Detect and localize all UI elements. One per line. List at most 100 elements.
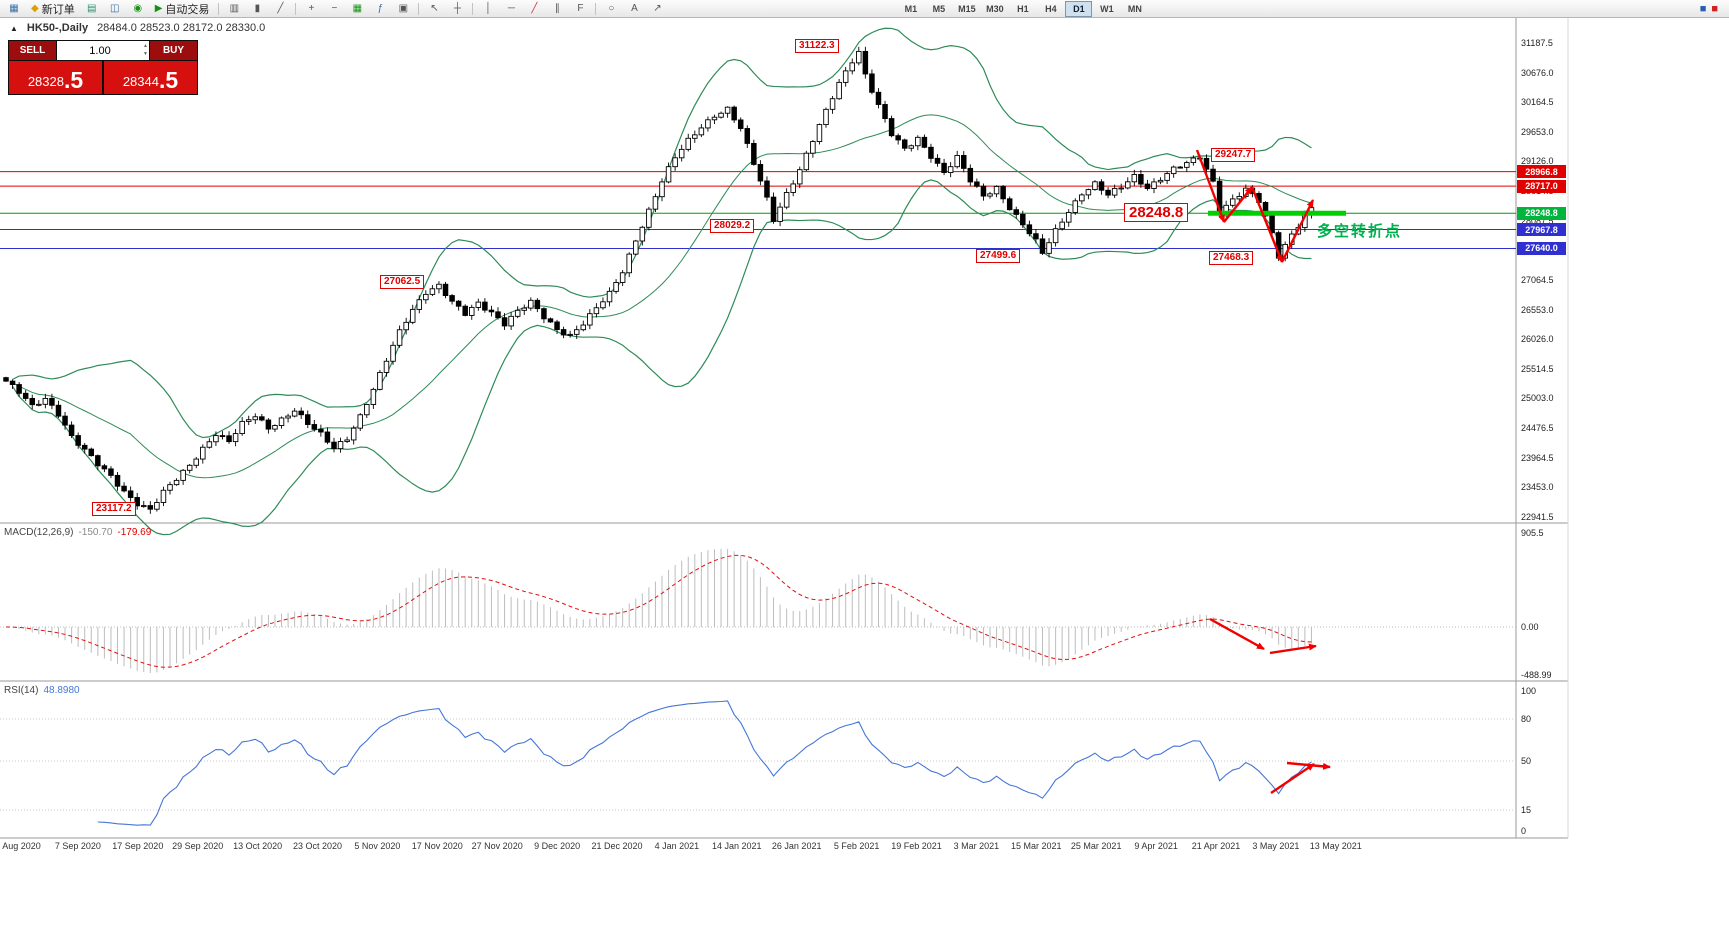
trend-arrow[interactable] — [1270, 763, 1315, 794]
rsi-line — [97, 700, 1312, 826]
crosshair-glyph-icon: ┼ — [453, 2, 461, 14]
cursor-icon[interactable]: ↖ — [423, 1, 445, 16]
template-glyph-icon: ▣ — [398, 2, 409, 14]
profiles-icon[interactable]: ▤ — [81, 1, 103, 16]
tile-charts-icon[interactable]: ▦ — [346, 1, 368, 16]
toolbar-right-blue-icon[interactable]: ■ — [1699, 2, 1707, 15]
new-order-button[interactable]: ◆ 新订单 — [26, 1, 80, 16]
bollinger-middle-band — [12, 114, 1312, 479]
chart-region[interactable]: 31187.5 30676.0 30164.5 29653.0 29126.0 28614… — [0, 18, 1729, 941]
bollinger-upper-band — [12, 27, 1312, 439]
chart-window-icon[interactable]: ▦ — [3, 1, 25, 16]
candlestick-chart-icon[interactable]: ▮ — [246, 1, 268, 16]
volume-increase-icon[interactable]: ▲ — [143, 43, 148, 49]
zoom-in-icon[interactable]: + — [300, 1, 322, 16]
macd-signal-value: -179.69 — [117, 527, 152, 538]
channel-icon[interactable]: ∥ — [546, 1, 568, 16]
macd-name: MACD(12,26,9) — [4, 527, 74, 538]
buy-button[interactable]: BUY — [150, 41, 197, 60]
window-glyph-icon: ▦ — [9, 2, 19, 14]
timeframe-D1-button[interactable]: D1 — [1065, 0, 1093, 17]
sound-icon[interactable]: ◉ — [127, 1, 149, 16]
fibo-glyph-icon: F — [577, 2, 584, 14]
bar-chart-glyph-icon: ▥ — [229, 2, 240, 14]
trend-arrow[interactable] — [1209, 617, 1265, 651]
sell-price-frac: .5 — [63, 67, 84, 93]
trend-arrow[interactable] — [1286, 761, 1331, 770]
toolbar-right-icons: ■ ■ — [1700, 3, 1726, 15]
auto-trading-label: 自动交易 — [165, 3, 210, 16]
volume-input[interactable] — [57, 43, 149, 58]
channel-glyph-icon: ∥ — [554, 2, 560, 14]
grid-glyph-icon: ▦ — [352, 2, 363, 14]
ohlc-values-label: 28484.0 28523.0 28172.0 28330.0 — [97, 22, 266, 34]
rsi-value: 48.8980 — [43, 685, 80, 696]
bull-bear-turning-point-annotation[interactable]: 多空转折点 — [1317, 223, 1403, 240]
timeframe-M5-button[interactable]: M5 — [932, 3, 946, 14]
macd-histogram — [12, 548, 1312, 673]
indicators-icon[interactable]: ƒ — [369, 1, 391, 16]
rsi-indicator-label: RSI(14) 48.8980 — [4, 685, 80, 696]
volume-decrease-icon[interactable]: ▼ — [143, 51, 148, 57]
cursor-glyph-icon: ↖ — [430, 2, 439, 14]
buy-price-main: 28344 — [122, 74, 159, 89]
trend-arrow[interactable] — [1280, 199, 1315, 263]
new-order-icon: ◆ — [31, 2, 39, 14]
main-toolbar: ▦ ◆ 新订单 ▤ ◫ ◉ ▶ 自动交易 ▥ ▮ ╱ + − ▦ ƒ ▣ ↖ ┼… — [0, 0, 1729, 18]
sell-price-display[interactable]: 28328.5 — [9, 61, 102, 94]
horizontal-line-icon[interactable]: ─ — [500, 1, 522, 16]
trend-glyph-icon: ╱ — [531, 2, 538, 14]
timeframe-H1-button[interactable]: H1 — [1017, 3, 1029, 14]
trendline-icon[interactable]: ╱ — [523, 1, 545, 16]
arrows-icon[interactable]: ↗ — [646, 1, 668, 16]
sell-button[interactable]: SELL — [9, 41, 56, 60]
tile-windows-icon[interactable]: ◫ — [104, 1, 126, 16]
arrow-glyph-icon: ↗ — [653, 2, 662, 14]
indicators-glyph-icon: ƒ — [377, 2, 384, 14]
line-chart-icon[interactable]: ╱ — [269, 1, 291, 16]
auto-trading-play-icon: ▶ — [154, 2, 163, 14]
bar-chart-icon[interactable]: ▥ — [223, 1, 245, 16]
symbol-period-label: HK50-,Daily — [26, 22, 89, 34]
volume-field[interactable]: ▲ ▼ — [57, 41, 149, 60]
toolbar-separator — [295, 2, 297, 15]
timeframe-M15-button[interactable]: M15 — [958, 3, 976, 14]
text-glyph-icon: A — [631, 2, 638, 14]
new-order-label: 新订单 — [41, 3, 75, 16]
buy-price-display[interactable]: 28344.5 — [104, 61, 197, 94]
timeframe-W1-button[interactable]: W1 — [1100, 3, 1114, 14]
line-chart-glyph-icon: ╱ — [277, 2, 284, 14]
zoom-in-glyph-icon: + — [308, 2, 315, 14]
symbol-marker-icon: ▲ — [10, 23, 18, 33]
candle-glyph-icon: ▮ — [254, 2, 261, 14]
auto-trading-button[interactable]: ▶ 自动交易 — [150, 1, 215, 16]
profiles-glyph-icon: ▤ — [86, 2, 97, 14]
trend-arrow[interactable] — [1223, 186, 1253, 223]
volume-spinner: ▲ ▼ — [143, 42, 148, 58]
timeframe-M30-button[interactable]: M30 — [986, 3, 1004, 14]
hline-glyph-icon: ─ — [507, 2, 515, 14]
toolbar-separator — [595, 2, 597, 15]
toolbar-right-red-icon[interactable]: ■ — [1711, 2, 1718, 15]
timeframe-H4-button[interactable]: H4 — [1045, 3, 1057, 14]
timeframe-MN-button[interactable]: MN — [1127, 3, 1142, 14]
timeframe-M1-button[interactable]: M1 — [904, 3, 918, 14]
sound-glyph-icon: ◉ — [133, 2, 143, 14]
tile-glyph-icon: ◫ — [109, 2, 120, 14]
zoom-out-icon[interactable]: − — [323, 1, 345, 16]
shapes-icon[interactable]: ○ — [600, 1, 622, 16]
trend-arrow[interactable] — [1250, 186, 1284, 263]
fibonacci-icon[interactable]: F — [569, 1, 591, 16]
templates-icon[interactable]: ▣ — [392, 1, 414, 16]
bollinger-lower-band — [12, 179, 1312, 536]
zoom-out-glyph-icon: − — [331, 2, 338, 14]
trend-arrow[interactable] — [1269, 643, 1317, 655]
vertical-line-icon[interactable]: │ — [477, 1, 499, 16]
crosshair-icon[interactable]: ┼ — [446, 1, 468, 16]
buy-price-frac: .5 — [158, 67, 179, 93]
text-icon[interactable]: A — [623, 1, 645, 16]
trend-arrow[interactable] — [1195, 149, 1226, 223]
toolbar-separator — [418, 2, 420, 15]
